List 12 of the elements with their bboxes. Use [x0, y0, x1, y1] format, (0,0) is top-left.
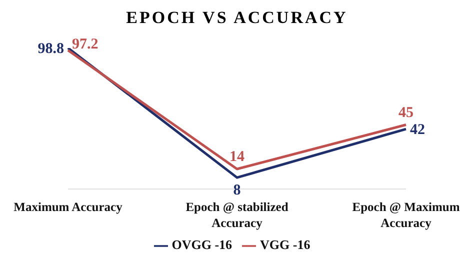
- x-tick-label: Epoch @ stabilized Accuracy: [186, 200, 288, 230]
- x-tick-label: Epoch @ Maximum Accuracy: [352, 200, 460, 230]
- x-tick-label: Maximum Accuracy: [14, 200, 124, 214]
- chart-title: EPOCH VS ACCURACY: [125, 8, 349, 28]
- data-label: 14: [230, 149, 245, 166]
- legend-label: VGG -16: [260, 236, 310, 252]
- data-label: 42: [410, 122, 425, 138]
- legend-label: OVGG -16: [172, 236, 232, 252]
- data-label: 98.8: [38, 41, 64, 57]
- data-label: 97.2: [72, 36, 98, 52]
- data-label: 8: [233, 182, 241, 199]
- data-label: 45: [398, 104, 414, 121]
